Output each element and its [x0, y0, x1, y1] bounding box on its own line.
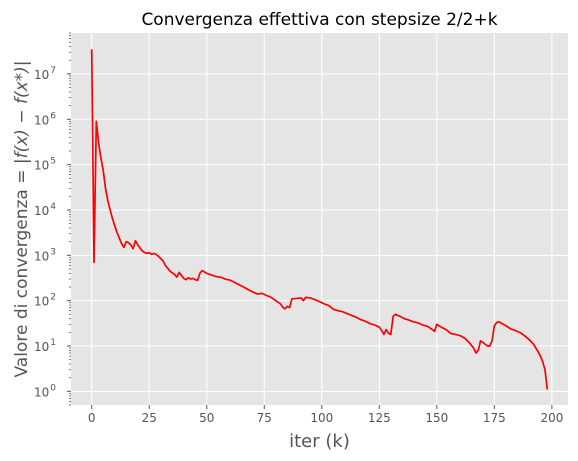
- y-tick-exponent: 2: [50, 293, 56, 303]
- x-axis-label: iter (k): [289, 431, 350, 452]
- x-tick-label: 75: [257, 411, 272, 425]
- y-tick-exponent: 5: [50, 157, 56, 167]
- x-tick-label: 0: [88, 411, 96, 425]
- x-tick-label: 100: [310, 411, 333, 425]
- y-tick-exponent: 4: [50, 202, 56, 212]
- series-group: [90, 49, 549, 390]
- series-line: [90, 49, 549, 390]
- y-tick-exponent: 1: [50, 338, 56, 348]
- y-tick-exponent: 6: [50, 111, 56, 121]
- y-axis-label-suffix: |: [12, 60, 32, 66]
- x-tick-labels: 0 25 50 75 100 125 150 175 200: [88, 405, 563, 425]
- y-tick-exponent: 7: [50, 66, 56, 76]
- x-tick-label: 150: [425, 411, 448, 425]
- y-axis-label: Valore di convergenza = |f(x) − f(x*)|: [12, 60, 32, 377]
- plot-area: [71, 33, 568, 405]
- y-tick-exponent: 3: [50, 247, 56, 257]
- x-tick-label: 125: [368, 411, 391, 425]
- x-tick-label: 25: [142, 411, 157, 425]
- grid-lines: [71, 33, 568, 405]
- x-tick-label: 200: [540, 411, 563, 425]
- x-tick-label: 175: [483, 411, 506, 425]
- y-axis-label-prefix: Valore di convergenza = |: [12, 158, 32, 377]
- y-tick-exponent: 0: [50, 383, 56, 393]
- x-tick-label: 50: [199, 411, 214, 425]
- y-axis-label-math: f(x) − f(x*): [12, 66, 32, 158]
- y-minor-ticks: [69, 32, 71, 406]
- chart-title: Convergenza effettiva con stepsize 2/2+k: [141, 10, 497, 30]
